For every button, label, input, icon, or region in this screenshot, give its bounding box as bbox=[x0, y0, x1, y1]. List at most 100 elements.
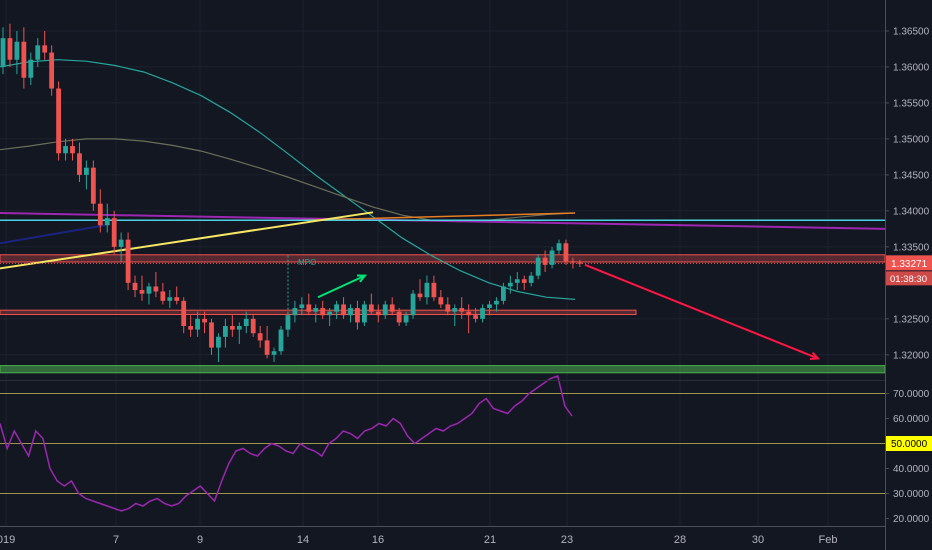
candle-body bbox=[341, 304, 346, 316]
time-axis-tick-label: 7 bbox=[113, 534, 119, 546]
candle-body bbox=[223, 326, 228, 337]
time-axis-tick-label: Feb bbox=[819, 534, 838, 546]
candle-body bbox=[118, 239, 124, 247]
time-axis-tick-label: 019 bbox=[0, 534, 15, 546]
time-axis-tick-label: 21 bbox=[484, 534, 496, 546]
price-axis-tick-label: 1.34000 bbox=[893, 206, 930, 217]
candle-body bbox=[188, 326, 194, 330]
candle-body bbox=[459, 308, 465, 312]
candle-body bbox=[299, 304, 305, 309]
chart-overlays: MPO bbox=[0, 59, 886, 374]
candle-body bbox=[209, 322, 214, 348]
candle-body bbox=[577, 262, 583, 264]
candle-body bbox=[229, 326, 235, 330]
candle-body bbox=[167, 297, 173, 301]
candle-body bbox=[216, 336, 221, 348]
price-axis-tick-label: 1.32500 bbox=[893, 314, 930, 325]
candle-body bbox=[563, 243, 569, 262]
time-axis-tick-label: 14 bbox=[297, 534, 309, 546]
candle-body bbox=[97, 203, 103, 226]
candle-body bbox=[452, 308, 458, 312]
candle-body bbox=[181, 300, 187, 327]
candle-body bbox=[278, 329, 284, 352]
oscillator-panel bbox=[0, 375, 885, 512]
candle-body bbox=[507, 282, 513, 287]
price-axis-tick-label: 1.32000 bbox=[893, 350, 930, 361]
candle-body bbox=[521, 279, 527, 283]
candle-body bbox=[306, 304, 312, 312]
price-axis-tick-label: 1.36000 bbox=[893, 62, 930, 73]
candle-body bbox=[514, 279, 520, 283]
price-axis-tick-label: 1.36500 bbox=[893, 26, 930, 37]
time-axis[interactable]: 019 7 9 14 16 21 23 28 30 Feb bbox=[0, 534, 837, 546]
candle-body bbox=[466, 311, 472, 316]
oscillator-axis-tick-label: 60.0000 bbox=[893, 414, 930, 425]
candle-body bbox=[348, 308, 353, 316]
candle-body bbox=[417, 293, 423, 298]
candle-body bbox=[424, 282, 430, 298]
candle-body bbox=[125, 239, 131, 283]
time-axis-tick-label: 23 bbox=[561, 534, 573, 546]
chart-grid bbox=[0, 0, 885, 526]
candle-body bbox=[146, 286, 152, 294]
candle-body bbox=[195, 318, 200, 330]
countdown-label: 01:38:30 bbox=[890, 274, 927, 285]
candle-body bbox=[438, 297, 444, 305]
candle-body bbox=[63, 146, 68, 154]
candle-body bbox=[535, 257, 541, 276]
candle-body bbox=[431, 282, 437, 298]
oscillator-axis-tick-label: 30.0000 bbox=[893, 489, 930, 500]
oscillator-line bbox=[0, 375, 573, 512]
candle-body bbox=[528, 275, 534, 283]
candle-body bbox=[570, 261, 576, 263]
trendline-arrowhead-3 bbox=[809, 351, 821, 360]
candlestick-series bbox=[0, 23, 583, 363]
annotation-label: MPO bbox=[298, 258, 316, 267]
candle-body bbox=[382, 304, 388, 316]
oscillator-axis-tick-label: 40.0000 bbox=[893, 464, 930, 475]
countdown-badge bbox=[886, 271, 932, 286]
candle-body bbox=[327, 311, 333, 316]
candle-body bbox=[396, 311, 402, 323]
candle-body bbox=[292, 308, 298, 316]
price-axis-tick-label: 1.35500 bbox=[893, 98, 930, 109]
candle-body bbox=[556, 243, 562, 251]
price-axis-tick-label: 1.35000 bbox=[893, 134, 930, 145]
candle-body bbox=[271, 351, 277, 355]
oscillator-axis-tick-label: 70.0000 bbox=[893, 389, 930, 400]
candle-body bbox=[473, 315, 478, 319]
candle-body bbox=[264, 340, 270, 355]
price-axis[interactable]: 1.36500 1.36000 1.35500 1.35000 1.34500 1.340… bbox=[885, 26, 930, 525]
candle-body bbox=[480, 308, 485, 319]
trendline-3 bbox=[584, 263, 819, 360]
candle-body bbox=[202, 318, 207, 323]
candle-body bbox=[160, 291, 166, 301]
current-price-label: 1.33271 bbox=[891, 259, 928, 270]
time-axis-tick-label: 9 bbox=[197, 534, 203, 546]
candle-body bbox=[494, 300, 499, 305]
candle-body bbox=[549, 250, 555, 265]
zone-2 bbox=[0, 365, 886, 374]
price-axis-tick-label: 1.33500 bbox=[893, 242, 930, 253]
axis-badges: 1.33271 01:38:30 50.0000 bbox=[886, 255, 932, 451]
candle-body bbox=[355, 308, 360, 323]
trendline-0 bbox=[0, 211, 374, 270]
candle-body bbox=[77, 153, 82, 175]
oscillator-value-badge bbox=[886, 436, 932, 451]
candle-body bbox=[334, 304, 339, 312]
candle-body bbox=[0, 38, 6, 67]
candle-body bbox=[362, 304, 367, 323]
candle-body bbox=[7, 38, 13, 60]
candle-body bbox=[90, 167, 96, 204]
candle-body bbox=[243, 318, 249, 327]
trendline-1 bbox=[0, 224, 106, 245]
candle-body bbox=[153, 286, 159, 292]
candle-body bbox=[320, 308, 326, 316]
time-axis-tick-label: 28 bbox=[674, 534, 686, 546]
horizontal-line-1 bbox=[299, 212, 576, 221]
candle-body bbox=[389, 304, 395, 312]
candle-body bbox=[139, 290, 145, 294]
candle-body bbox=[28, 59, 34, 78]
oscillator-axis-tick-label: 20.0000 bbox=[893, 514, 930, 525]
